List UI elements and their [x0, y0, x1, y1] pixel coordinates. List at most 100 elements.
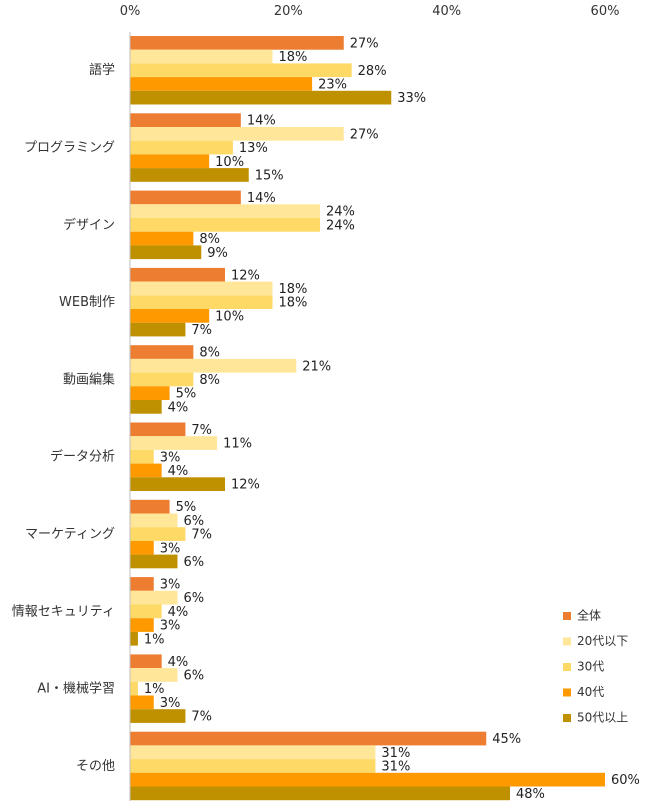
x-tick-label: 0%	[120, 4, 141, 19]
bar	[130, 499, 170, 514]
bar	[130, 436, 218, 450]
bar	[130, 590, 178, 605]
category-label: 情報セキュリティ	[12, 604, 115, 619]
bar	[130, 772, 605, 787]
bar	[130, 245, 202, 260]
legend-label: 全体	[577, 608, 601, 623]
bar	[130, 759, 376, 773]
data-labels: 27%18%28%23%33%14%27%13%10%15%14%24%24%8…	[144, 36, 640, 801]
data-label: 12%	[231, 478, 260, 493]
data-label: 8%	[199, 346, 220, 361]
data-label: 5%	[176, 500, 197, 515]
bar	[130, 154, 210, 169]
legend-label: 50代以上	[577, 711, 628, 725]
category-label: データ分析	[50, 449, 115, 465]
bars	[130, 36, 605, 801]
data-label: 10%	[215, 309, 244, 324]
bar	[130, 731, 487, 746]
bar	[130, 295, 273, 309]
data-label: 13%	[239, 141, 268, 156]
data-label: 7%	[191, 323, 212, 338]
data-label: 31%	[381, 759, 410, 774]
legend-label: 40代	[577, 685, 604, 699]
legend-label: 20代以下	[577, 634, 628, 648]
data-label: 11%	[223, 437, 252, 452]
bar	[130, 709, 186, 723]
bar	[130, 604, 162, 619]
x-tick-label: 20%	[274, 4, 303, 19]
bar	[130, 554, 178, 569]
x-axis-ticks: 0% 20% 40% 60%	[120, 4, 620, 19]
data-label: 18%	[279, 50, 308, 65]
legend-swatch	[563, 714, 571, 722]
data-label: 45%	[492, 732, 521, 747]
bar	[130, 127, 344, 141]
bar	[130, 618, 154, 632]
data-label: 27%	[350, 36, 379, 51]
bar	[130, 631, 138, 646]
bar	[130, 527, 186, 541]
data-label: 3%	[160, 450, 181, 465]
bar	[130, 140, 233, 155]
bar	[130, 231, 194, 246]
bar	[130, 345, 194, 359]
bar	[130, 281, 273, 296]
data-label: 15%	[255, 168, 284, 183]
data-label: 4%	[168, 605, 189, 620]
bar	[130, 372, 194, 387]
category-label: マーケティング	[25, 527, 115, 542]
data-label: 6%	[184, 555, 205, 570]
category-label: WEB制作	[59, 295, 115, 310]
data-label: 6%	[184, 591, 205, 606]
bar	[130, 358, 297, 373]
data-label: 1%	[144, 632, 165, 647]
data-label: 7%	[191, 423, 212, 438]
bar	[130, 463, 162, 478]
data-label: 4%	[168, 400, 189, 415]
bar	[130, 386, 170, 400]
category-label: AI・機械学習	[37, 681, 115, 697]
legend-swatch	[563, 637, 571, 646]
x-tick-label: 40%	[432, 4, 461, 19]
legend: 全体 20代以下 30代 40代 50代以上	[563, 608, 628, 725]
data-label: 33%	[397, 91, 426, 106]
bar	[130, 745, 376, 760]
bar	[130, 681, 138, 696]
data-label: 4%	[168, 655, 189, 670]
data-label: 21%	[302, 359, 331, 374]
category-label: プログラミング	[24, 140, 115, 155]
data-label: 6%	[184, 514, 205, 529]
bar	[130, 168, 249, 182]
data-label: 8%	[199, 373, 220, 388]
data-label: 28%	[358, 64, 387, 79]
data-label: 3%	[160, 577, 181, 592]
bar	[130, 786, 510, 801]
data-label: 7%	[191, 710, 212, 725]
data-label: 14%	[247, 191, 276, 206]
bar	[130, 695, 154, 710]
data-label: 31%	[381, 746, 410, 761]
legend-swatch	[563, 612, 571, 620]
bar	[130, 90, 392, 105]
data-label: 3%	[160, 541, 181, 556]
data-label: 48%	[516, 787, 545, 801]
category-label: デザイン	[63, 217, 115, 233]
data-label: 24%	[326, 205, 355, 220]
data-label: 7%	[191, 528, 212, 543]
data-label: 3%	[160, 696, 181, 711]
bar	[130, 309, 210, 323]
data-label: 27%	[350, 127, 379, 142]
data-label: 6%	[184, 668, 205, 683]
bar	[130, 449, 154, 464]
legend-swatch	[563, 663, 571, 671]
bar	[130, 49, 273, 64]
data-label: 23%	[318, 77, 347, 92]
data-label: 4%	[168, 464, 189, 479]
data-label: 18%	[279, 282, 308, 297]
bar	[130, 267, 225, 282]
data-label: 12%	[231, 268, 260, 283]
bar	[130, 113, 241, 127]
data-label: 1%	[144, 682, 165, 697]
category-label: 語学	[89, 62, 115, 78]
